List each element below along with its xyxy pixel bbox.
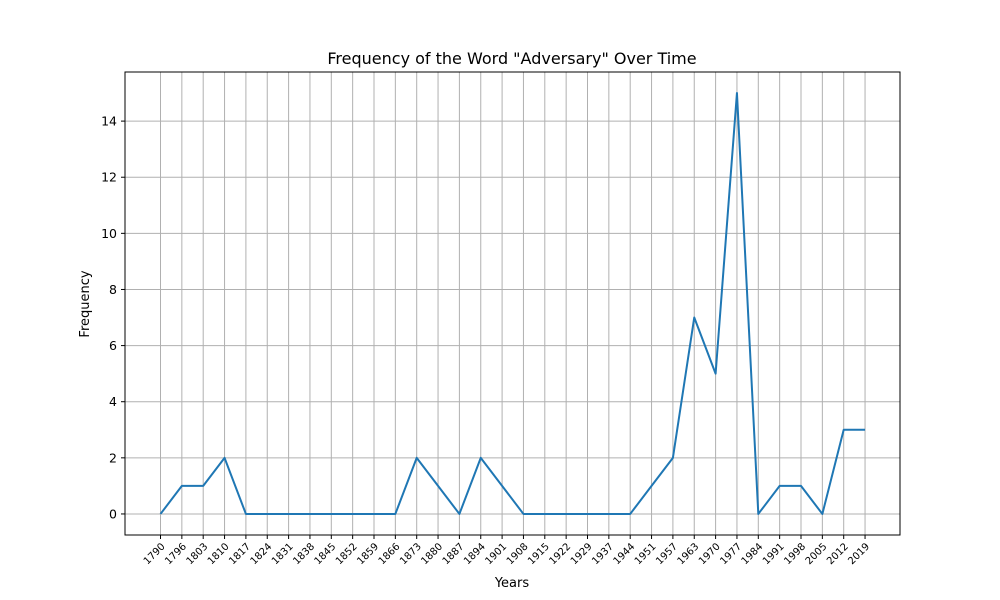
x-tick-label: 1887 <box>441 541 467 567</box>
x-tick-label: 1790 <box>142 541 168 567</box>
x-tick-label: 1852 <box>334 541 360 567</box>
y-tick-label: 4 <box>109 394 117 409</box>
plot-area <box>124 71 901 536</box>
data-point <box>692 316 696 320</box>
data-point <box>457 512 461 516</box>
x-tick-label: 1859 <box>355 541 381 567</box>
x-tick-label: 1951 <box>633 541 659 567</box>
data-point <box>543 512 547 516</box>
data-point <box>308 512 312 516</box>
data-point <box>201 484 205 488</box>
series-layer <box>159 91 867 516</box>
data-point <box>180 484 184 488</box>
data-point <box>500 484 504 488</box>
x-tick-label: 1866 <box>377 541 403 567</box>
y-tick-label: 10 <box>101 226 117 241</box>
y-tick-label: 2 <box>109 450 117 465</box>
x-tick-label: 1922 <box>547 541 573 567</box>
data-point <box>479 456 483 460</box>
x-tick-label: 1810 <box>206 541 232 567</box>
data-point <box>671 456 675 460</box>
x-tick-label: 1894 <box>462 541 488 567</box>
x-tick-label: 1845 <box>313 541 339 567</box>
x-tick-label: 1915 <box>526 541 552 567</box>
x-tick-label: 1817 <box>227 541 253 567</box>
data-point <box>329 512 333 516</box>
y-tick-labels: 0 2 4 6 8 10 12 14 <box>101 114 117 522</box>
data-point <box>159 512 163 516</box>
y-axis-label: Frequency <box>78 270 93 337</box>
x-tick-label: 1963 <box>676 541 702 567</box>
x-tick-label: 1838 <box>291 541 317 567</box>
data-point <box>393 512 397 516</box>
data-point <box>842 428 846 432</box>
data-point <box>223 456 227 460</box>
x-tick-label: 1831 <box>270 541 296 567</box>
x-tick-label: 2019 <box>846 541 872 567</box>
y-tick-label: 0 <box>109 506 117 521</box>
data-point <box>607 512 611 516</box>
y-tick-label: 8 <box>109 282 117 297</box>
x-tick-label: 1957 <box>654 541 680 567</box>
data-point <box>650 484 654 488</box>
x-tick-label: 1970 <box>697 541 723 567</box>
x-tick-labels: 1790179618031810181718241831183818451852… <box>142 541 872 567</box>
data-point <box>244 512 248 516</box>
x-tick-label: 1998 <box>782 541 808 567</box>
data-point <box>372 512 376 516</box>
x-axis-label: Years <box>494 576 530 591</box>
x-tick-label: 2005 <box>804 541 830 567</box>
x-tick-label: 1803 <box>185 541 211 567</box>
x-tick-label: 1991 <box>761 541 787 567</box>
data-point <box>436 484 440 488</box>
data-point <box>521 512 525 516</box>
data-point <box>863 428 867 432</box>
x-tick-label: 1977 <box>718 541 744 567</box>
y-tick-label: 6 <box>109 338 117 353</box>
chart-title: Frequency of the Word "Adversary" Over T… <box>327 49 696 68</box>
grid <box>125 72 900 535</box>
x-tick-label: 1880 <box>419 541 445 567</box>
ticks <box>121 120 866 539</box>
data-point <box>265 512 269 516</box>
x-tick-label: 1929 <box>569 541 595 567</box>
data-point <box>778 484 782 488</box>
x-tick-label: 1901 <box>483 541 509 567</box>
series-line <box>159 92 866 515</box>
data-point <box>287 512 291 516</box>
data-point <box>415 456 419 460</box>
data-point <box>628 512 632 516</box>
x-tick-label: 2012 <box>825 541 851 567</box>
y-tick-label: 12 <box>101 170 117 185</box>
data-point <box>586 512 590 516</box>
x-tick-label: 1984 <box>740 541 766 567</box>
x-tick-label: 1908 <box>505 541 531 567</box>
data-point <box>756 512 760 516</box>
x-tick-label: 1944 <box>612 541 638 567</box>
data-point <box>714 372 718 376</box>
y-tick-label: 14 <box>101 114 117 129</box>
data-point <box>735 91 739 95</box>
data-point <box>351 512 355 516</box>
x-tick-label: 1824 <box>249 541 275 567</box>
data-point <box>799 484 803 488</box>
x-tick-label: 1873 <box>398 541 424 567</box>
x-tick-label: 1796 <box>163 541 189 567</box>
data-point <box>564 512 568 516</box>
x-tick-label: 1937 <box>590 541 616 567</box>
data-point <box>820 512 824 516</box>
